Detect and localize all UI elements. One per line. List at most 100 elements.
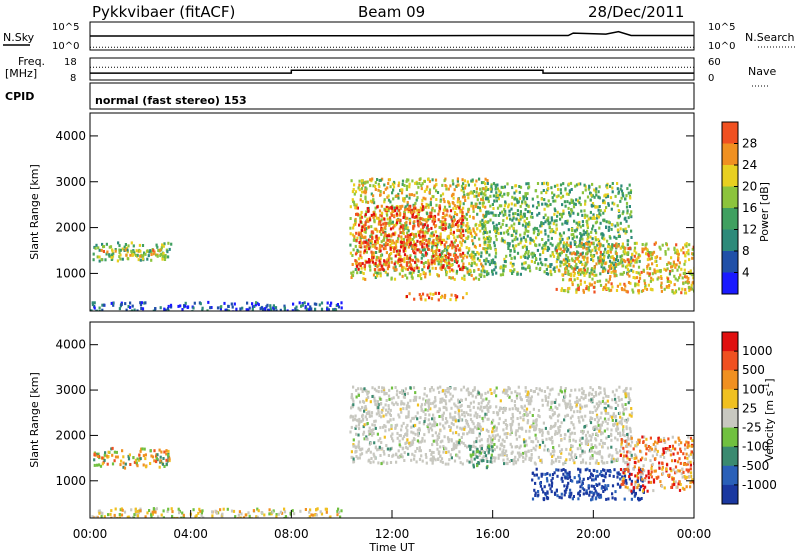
heat-cell bbox=[596, 214, 599, 218]
heat-cell bbox=[370, 414, 373, 418]
heat-cell bbox=[684, 291, 688, 295]
heat-cell bbox=[177, 507, 180, 511]
nave-tick-bottom: 0 bbox=[708, 73, 714, 84]
heat-cell bbox=[520, 453, 523, 457]
heat-cell bbox=[534, 433, 537, 437]
heat-cell bbox=[401, 274, 404, 278]
heat-cell bbox=[582, 288, 585, 292]
heat-cell bbox=[615, 429, 618, 433]
heat-cell bbox=[377, 182, 380, 186]
heat-cell bbox=[562, 241, 566, 245]
heat-cell bbox=[132, 253, 135, 256]
heat-cell bbox=[432, 451, 435, 454]
heat-cell bbox=[510, 224, 513, 228]
date-title: 28/Dec/2011 bbox=[588, 3, 684, 21]
heat-cell bbox=[255, 301, 258, 305]
heat-cell bbox=[395, 194, 398, 198]
heat-cell bbox=[430, 258, 433, 262]
heat-cell bbox=[498, 435, 501, 439]
heat-cell bbox=[631, 288, 634, 292]
heat-cell bbox=[575, 456, 578, 459]
heat-cell bbox=[336, 303, 339, 306]
heat-cell bbox=[610, 288, 613, 292]
heat-cell bbox=[649, 251, 652, 255]
heat-cell bbox=[337, 305, 341, 309]
heat-cell bbox=[518, 435, 521, 439]
heat-cell bbox=[541, 398, 544, 402]
heat-cell bbox=[349, 226, 352, 230]
heat-cell bbox=[429, 197, 433, 201]
heat-cell bbox=[382, 460, 385, 464]
heat-cell bbox=[660, 289, 663, 293]
heat-cell bbox=[448, 223, 451, 227]
heat-cell bbox=[615, 274, 618, 278]
heat-cell bbox=[542, 251, 545, 254]
heat-cell bbox=[433, 261, 436, 265]
heat-cell bbox=[405, 432, 408, 436]
heat-cell bbox=[162, 244, 165, 248]
heat-cell bbox=[601, 420, 604, 424]
heat-cell bbox=[459, 208, 462, 212]
heat-cell bbox=[394, 242, 398, 246]
heat-cell bbox=[349, 251, 352, 255]
heat-cell bbox=[419, 206, 422, 210]
heat-cell bbox=[409, 263, 412, 267]
heat-cell bbox=[571, 414, 574, 418]
heat-cell bbox=[452, 219, 456, 223]
heat-cell bbox=[367, 410, 370, 414]
heat-cell bbox=[633, 254, 636, 258]
heat-cell bbox=[372, 198, 375, 202]
heat-cell bbox=[451, 219, 454, 223]
heat-cell bbox=[486, 237, 489, 240]
heat-cell bbox=[421, 245, 424, 249]
heat-cell bbox=[621, 192, 624, 196]
heat-cell bbox=[526, 210, 530, 214]
heat-cell bbox=[605, 278, 608, 282]
heat-cell bbox=[481, 224, 484, 228]
heat-cell bbox=[432, 259, 436, 263]
heat-cell bbox=[599, 272, 602, 276]
heat-cell bbox=[304, 508, 307, 511]
heat-cell bbox=[539, 257, 542, 261]
heat-cell bbox=[388, 240, 392, 244]
heat-cell bbox=[428, 179, 431, 183]
heat-cell bbox=[622, 246, 626, 250]
heat-cell bbox=[405, 188, 408, 191]
heat-cell bbox=[436, 386, 439, 390]
heat-cell bbox=[98, 306, 101, 310]
heat-cell bbox=[409, 441, 412, 445]
heat-cell bbox=[234, 515, 237, 518]
heat-cell bbox=[427, 259, 430, 263]
heat-cell bbox=[619, 199, 622, 203]
heat-cell bbox=[460, 403, 463, 407]
heat-cell bbox=[424, 453, 427, 456]
heat-cell bbox=[483, 247, 486, 251]
heat-cell bbox=[356, 271, 359, 275]
heat-cell bbox=[604, 411, 607, 415]
heat-cell bbox=[594, 461, 597, 465]
heat-cell bbox=[541, 428, 544, 432]
heat-cell bbox=[489, 246, 492, 249]
heat-cell bbox=[427, 418, 430, 422]
heat-cell bbox=[624, 284, 627, 288]
heat-cell bbox=[142, 254, 145, 258]
heat-cell bbox=[454, 404, 457, 408]
heat-cell bbox=[377, 447, 380, 451]
heat-cell bbox=[352, 226, 355, 230]
heat-cell bbox=[433, 218, 436, 222]
heat-cell bbox=[431, 443, 434, 447]
heat-cell bbox=[596, 205, 599, 209]
heat-cell bbox=[384, 230, 387, 234]
heat-cell bbox=[626, 435, 629, 439]
heat-cell bbox=[291, 309, 294, 311]
heat-cell bbox=[374, 268, 377, 272]
heat-cell bbox=[364, 235, 367, 239]
heat-cell bbox=[602, 211, 605, 215]
heat-cell bbox=[613, 274, 616, 278]
heat-cell bbox=[616, 255, 619, 258]
heat-cell bbox=[363, 423, 366, 427]
heat-cell bbox=[427, 205, 430, 209]
heat-cell bbox=[689, 269, 692, 273]
heat-cell bbox=[101, 462, 104, 466]
heat-cell bbox=[600, 439, 603, 442]
